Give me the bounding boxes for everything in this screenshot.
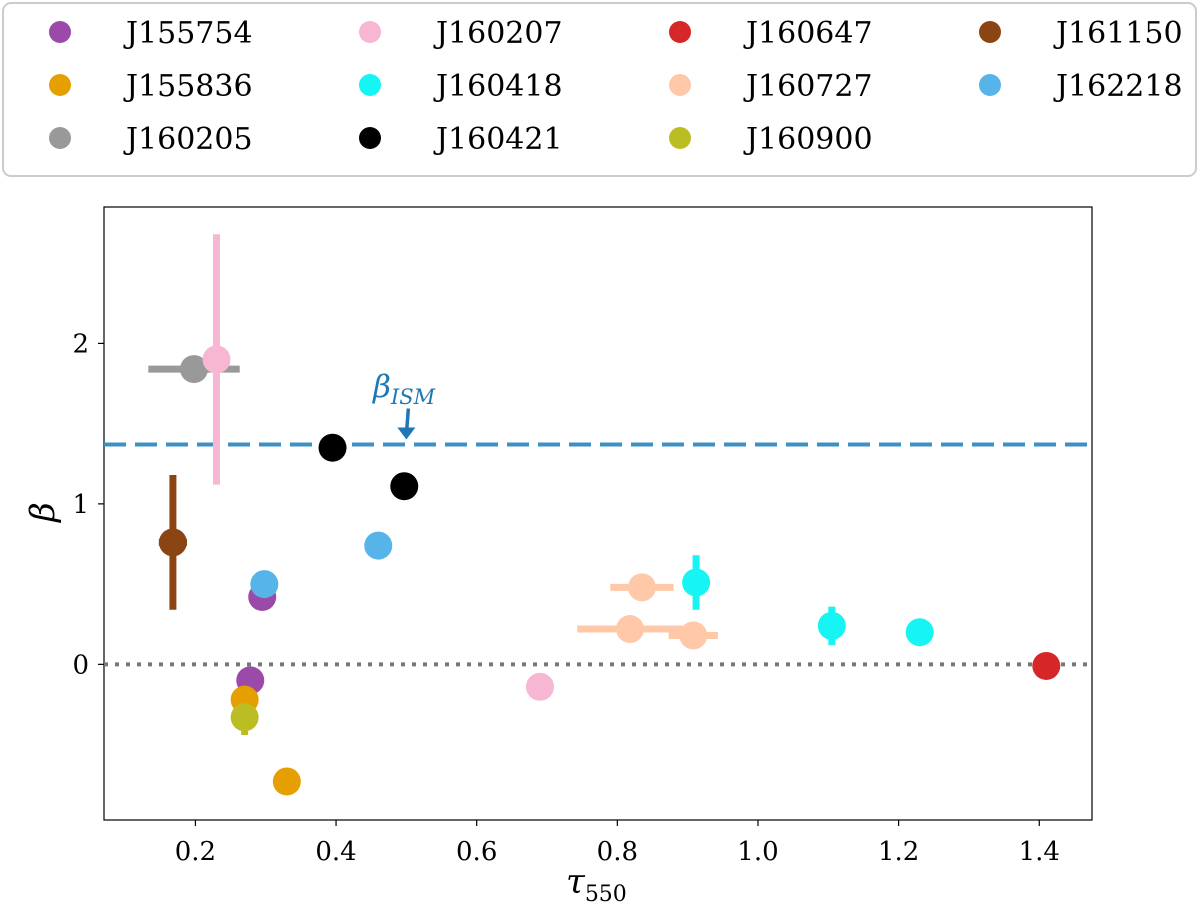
x-tick-label: 0.8 (597, 837, 638, 867)
legend-marker (979, 21, 1001, 43)
legend-marker (359, 74, 381, 96)
legend-label: J160727 (743, 69, 873, 104)
legend-marker (979, 74, 1001, 96)
legend: J155754 J155836 J160205 J160207 J160418 J1604… (2, 2, 1197, 177)
point-J160418-0 (682, 568, 711, 597)
legend-label: J155836 (123, 69, 253, 104)
legend-entry: J155836 (49, 69, 253, 104)
legend-label: J160900 (743, 122, 873, 157)
legend-marker (49, 127, 71, 149)
x-tick-label: 0.4 (315, 837, 356, 867)
y-axis-label: β (23, 502, 63, 524)
legend-entry: J155754 (49, 16, 253, 51)
point-J155836-1 (272, 767, 301, 796)
legend-entry: J161150 (979, 16, 1183, 51)
legend-entry: J160647 (669, 16, 873, 51)
point-J160727-1 (615, 615, 644, 644)
x-tick-label: 0.2 (175, 837, 216, 867)
x-tick-label: 1.4 (1019, 837, 1060, 867)
x-axis-label: τ550 (566, 862, 627, 905)
x-tick-label: 1.2 (878, 837, 919, 867)
legend-label: J160205 (123, 122, 253, 157)
legend-marker (669, 127, 691, 149)
x-tick-label: 1.0 (737, 837, 778, 867)
legend-marker (669, 21, 691, 43)
point-J162218-1 (364, 531, 393, 560)
error-bars (148, 234, 836, 735)
legend-label: J160421 (433, 122, 563, 157)
legend-label: J161150 (1053, 16, 1183, 51)
point-J160421-1 (390, 472, 419, 501)
point-J160207-1 (525, 672, 554, 701)
y-axis-ticks: 0 1 2 (72, 329, 104, 680)
point-J160207-0 (202, 345, 231, 374)
point-J162218-0 (250, 570, 279, 599)
legend-entry: J160418 (359, 69, 563, 104)
point-J160418-2 (905, 618, 934, 647)
x-tick-label: 0.6 (456, 837, 497, 867)
point-J160727-2 (679, 621, 708, 650)
point-J160205-0 (180, 355, 209, 384)
legend-frame (2, 2, 1197, 177)
point-J160647-0 (1032, 651, 1061, 680)
y-tick-label: 1 (72, 490, 89, 520)
plot-area-frame (103, 206, 1093, 821)
legend-entry: J160421 (359, 122, 563, 157)
legend-marker (359, 21, 381, 43)
legend-entry: J160205 (49, 122, 253, 157)
legend-label: J160647 (743, 16, 873, 51)
point-J160421-0 (318, 433, 347, 462)
legend-label: J160207 (433, 16, 563, 51)
y-tick-label: 0 (72, 650, 89, 680)
legend-marker (669, 74, 691, 96)
beta-ism-arrow-head (397, 427, 416, 440)
point-J160418-1 (817, 611, 846, 640)
legend-entry: J160900 (669, 122, 873, 157)
legend-marker (49, 21, 71, 43)
legend-label: J160418 (433, 69, 563, 104)
legend-entry: J162218 (979, 69, 1183, 104)
y-tick-label: 2 (72, 329, 89, 359)
beta-ism-label: βISM (372, 369, 436, 409)
point-J161150-0 (158, 528, 187, 557)
data-points (158, 345, 1061, 796)
legend-entry: J160207 (359, 16, 563, 51)
reference-lines (104, 442, 1092, 667)
beta-ism-annotation: βISM (372, 369, 436, 440)
x-axis-ticks: 0.2 0.4 0.6 0.8 1.0 1.2 1.4 (175, 820, 1060, 867)
point-J160900-0 (230, 703, 259, 732)
legend-entry: J160727 (669, 69, 873, 104)
point-J160727-0 (627, 573, 656, 602)
legend-label: J162218 (1053, 69, 1183, 104)
legend-label: J155754 (123, 16, 253, 51)
legend-marker (49, 74, 71, 96)
legend-marker (359, 127, 381, 149)
